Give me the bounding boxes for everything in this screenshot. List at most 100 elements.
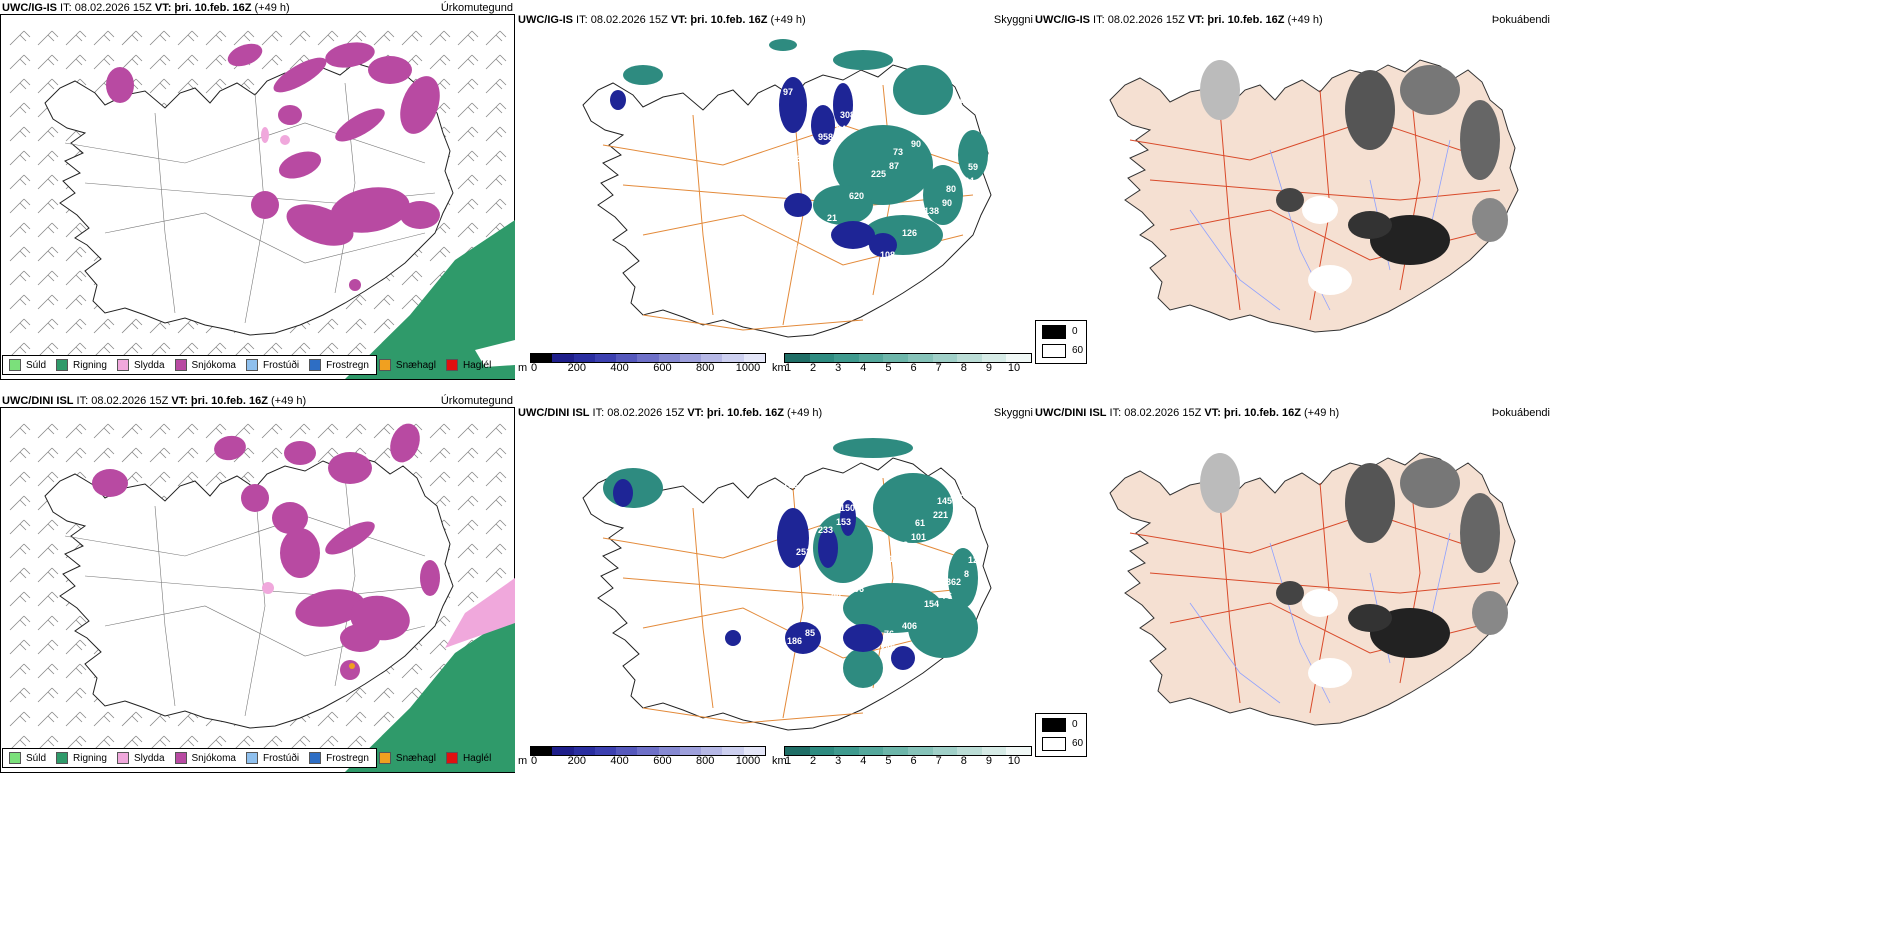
cloud-base-blob [843,624,883,652]
fog-blob [1472,591,1508,635]
wind-barb [37,687,59,703]
visibility-map: 163 153 118 76 85 74 101 8 219 245 221 252 596 406 27 2… [582,438,992,731]
snow-blob [280,528,320,578]
legend-swatch [174,752,187,764]
wind-barb [93,342,115,358]
wind-barb [457,126,479,142]
colorbar-tick: 2 [810,362,817,374]
cloud-base-blob [779,77,807,133]
wind-barb [65,615,87,631]
wind-barb [429,447,451,463]
snow-blob [335,108,385,142]
visibility-blob [813,185,873,225]
colorbar-cell [722,747,744,755]
snow-blob [241,484,269,512]
wind-barb [9,663,31,679]
snow-blob [340,624,380,652]
legend-label: Haglél [462,359,492,371]
wind-barb [37,198,59,214]
fog-blob [1345,463,1395,543]
snow-blob [349,279,361,291]
colorbar-tick: 6 [910,362,917,374]
cloud-base-value: 115 [871,562,886,572]
precip-type-panel: UWC/DINI ISL IT: 08.02.2026 15Z VT: þri.… [0,393,515,773]
colorbar-cell [809,747,835,755]
colorbar-tick: 5 [885,755,892,767]
wind-barb [205,78,227,94]
wind-barb [261,54,283,70]
wind-barb [261,30,283,46]
wind-barb [345,30,367,46]
cloud-base-value: 233 [818,525,833,535]
cloud-base-value: 85 [805,628,815,638]
cloud-base-value: 84 [964,176,974,186]
legend-swatch [445,752,458,764]
wind-barb [37,735,59,751]
visibility-blob [833,438,913,458]
snow-blob [400,201,440,229]
map-header: UWC/IG-IS IT: 08.02.2026 15Z VT: þri. 10… [2,2,290,15]
cloud-base-value: 958 [818,132,833,142]
fog-map [1109,452,1519,726]
colorbar-tick: 8 [960,362,967,374]
wind-barb [233,423,255,439]
colorbar-tick: 1 [784,362,792,374]
wind-barb [457,423,479,439]
wind-barb [65,447,87,463]
wind-barb [9,222,31,238]
wind-barb [457,447,479,463]
wind-barb [485,198,507,214]
wind-barb [289,423,311,439]
cloud-base-value: 154 [924,599,939,609]
map-title: Úrkomutegund [440,395,513,407]
cloud-base-value: 108 [880,250,895,260]
colorbar-cell [573,354,595,362]
wind-barb [9,30,31,46]
wind-barb [37,30,59,46]
fog-blob [1400,65,1460,115]
wind-barb [261,423,283,439]
fog-legend: 0 60 [1035,320,1087,364]
wind-barb [37,246,59,262]
glacier [1308,265,1352,295]
wind-barb [457,222,479,238]
lead-time: (+49 h) [251,2,290,14]
wind-barb [149,54,171,70]
precip-map [9,423,515,772]
fog-map [1109,59,1519,333]
legend-item: Frostúði [245,359,299,371]
fog-blob [1276,188,1304,212]
colorbar-cell [785,747,810,755]
wind-barb [9,543,31,559]
cloud-base-blob [613,479,633,507]
cloud-base-blob [811,105,835,145]
precip-type-panel: UWC/IG-IS IT: 08.02.2026 15Z VT: þri. 10… [0,0,515,380]
wind-barb [65,342,87,358]
snow-blob [284,441,316,465]
snow-blob [278,151,322,179]
colorbar-tick: 1000 [735,755,761,767]
wind-barb [37,294,59,310]
legend-label: Rigning [73,359,107,371]
colorbar-cell [531,354,553,362]
wind-barb [9,270,31,286]
wind-barb [373,294,395,310]
cloud-base-blob [610,90,626,110]
rain-area [345,613,515,772]
legend-label: Snjókoma [191,359,236,371]
wind-barb [457,543,479,559]
colorbar-cell [932,747,958,755]
valid-time: VT: þri. 10.feb. 16Z [670,14,768,26]
wind-barb [485,423,507,439]
wind-barb [149,447,171,463]
map-header: UWC/DINI ISL IT: 08.02.2026 15Z VT: þri.… [1035,407,1339,420]
fog-blob [1200,60,1240,120]
wind-barb [485,30,507,46]
cloud-base-value: 210 [933,117,948,127]
sleet-blob [261,127,269,143]
colorbar-cell [658,354,680,362]
colorbar-cell [743,747,765,755]
valid-time: VT: þri. 10.feb. 16Z [687,407,784,419]
legend-label: Slydda [133,752,165,764]
fog-legend-high-label: 0 [1072,719,1078,730]
